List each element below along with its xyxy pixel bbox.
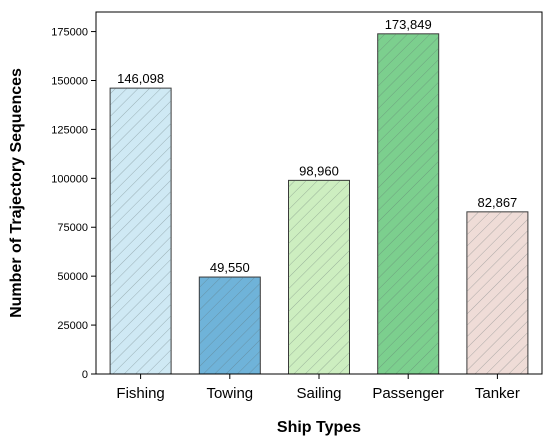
y-tick-label: 75000 (57, 222, 88, 234)
bar-hatch (377, 33, 439, 374)
x-tick-label: Tanker (475, 385, 520, 402)
data-label: 173,849 (385, 17, 432, 32)
bar-hatch (110, 88, 172, 374)
bar-hatch (199, 277, 261, 374)
y-axis-title: Number of Trajectory Sequences (8, 68, 25, 318)
y-tick-label: 150000 (51, 75, 88, 87)
y-tick-label: 175000 (51, 27, 88, 39)
x-tick-label: Sailing (296, 385, 341, 402)
x-axis-title: Ship Types (277, 419, 361, 436)
y-tick-label: 0 (82, 369, 88, 381)
y-tick-label: 25000 (57, 320, 88, 332)
data-label: 49,550 (210, 260, 250, 275)
x-tick-label: Towing (206, 385, 253, 402)
data-label: 82,867 (478, 195, 518, 210)
x-tick-label: Passenger (372, 385, 444, 402)
y-tick-label: 50000 (57, 271, 88, 283)
data-label: 146,098 (117, 71, 164, 86)
bar-hatch (288, 180, 350, 374)
x-tick-label: Fishing (116, 385, 164, 402)
data-label: 98,960 (299, 163, 339, 178)
bar-hatch (466, 211, 528, 374)
y-tick-label: 100000 (51, 173, 88, 185)
y-tick-label: 125000 (51, 124, 88, 136)
